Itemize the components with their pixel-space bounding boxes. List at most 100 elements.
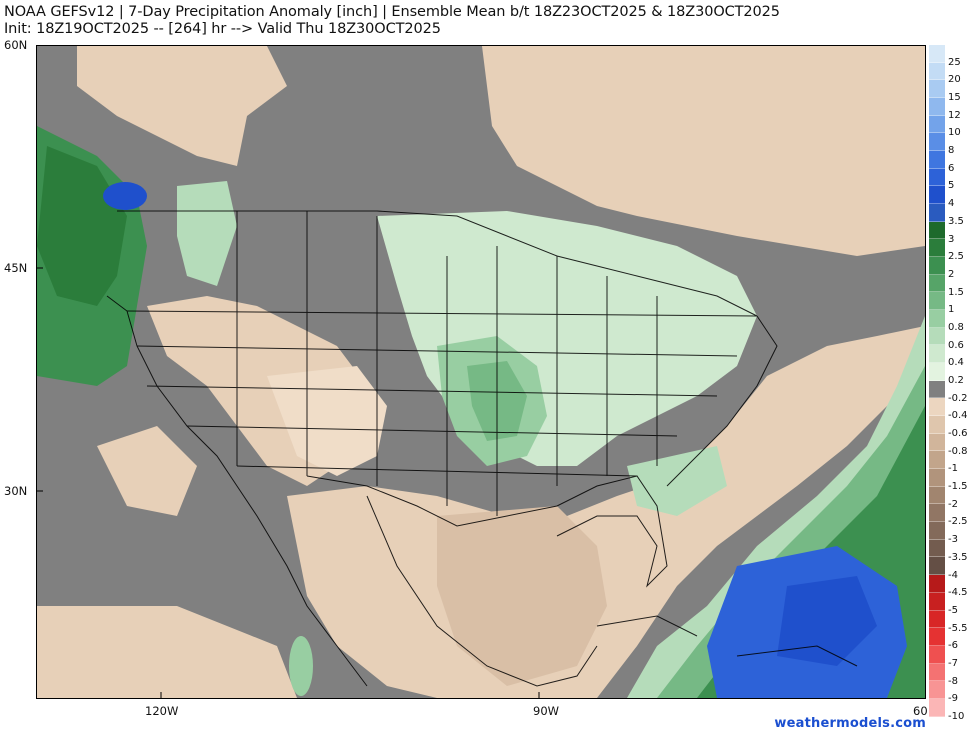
us-canada-border (117, 210, 758, 317)
colorbar-cell (929, 592, 945, 611)
wet-region-pacific-mexico (289, 636, 313, 696)
dry-anomaly-regions (37, 46, 925, 698)
colorbar-cell (929, 363, 945, 381)
colorbar-label: 10 (948, 127, 961, 139)
map-init-valid-line: Init: 18Z19OCT2025 -- [264] hr --> Valid… (4, 21, 441, 37)
colorbar-label: 0.2 (948, 375, 964, 386)
us-east-coast-line (666, 315, 778, 487)
colorbar-label: 12 (948, 109, 961, 121)
colorbar-label: -1.5 (948, 481, 968, 493)
colorbar-label: 2 (948, 268, 955, 280)
colorbar-cell (929, 98, 945, 116)
gulf-coast-line (306, 475, 668, 588)
colorbar-cell (929, 663, 945, 682)
wet-region-northern-rockies (177, 181, 237, 286)
colorbar-label: 0.4 (948, 357, 964, 369)
colorbar-label: -3 (948, 534, 958, 546)
colorbar-cell (929, 204, 945, 222)
colorbar-label: 2.5 (948, 251, 964, 263)
wet-region-pacific-northwest-core (37, 146, 127, 306)
colorbar-cell (929, 151, 945, 169)
colorbar-label: 3 (948, 233, 955, 245)
caribbean-islands (596, 615, 858, 667)
dry-region-pacific-mid (97, 426, 197, 516)
lon-label-90w: 90W (533, 704, 560, 718)
lon-label-60w: 60 (913, 704, 928, 718)
colorbar-cell (929, 469, 945, 487)
colorbar-label: -8 (948, 675, 958, 687)
lon-label-120w: 120W (145, 704, 179, 718)
colorbar-cell (929, 416, 945, 434)
colorbar-cell (929, 345, 945, 364)
colorbar-cell (929, 628, 945, 646)
map-title: NOAA GEFSv12 | 7-Day Precipitation Anoma… (4, 4, 780, 20)
colorbar-label: -4.5 (948, 587, 968, 599)
colorbar-label: 20 (948, 74, 961, 86)
colorbar-label: -0.2 (948, 392, 968, 404)
colorbar-label: -3.5 (948, 551, 968, 563)
lat-label-30n: 30N (4, 484, 28, 498)
colorbar-label: -10 (948, 711, 965, 722)
colorbar-cell (929, 486, 945, 505)
colorbar-label: 0.8 (948, 321, 964, 333)
colorbar-cell (929, 221, 945, 240)
graticule-ticks (37, 267, 540, 698)
credit-watermark: weathermodels.com (774, 716, 926, 731)
colorbar-label: -9 (948, 693, 958, 705)
colorbar-cell (929, 292, 945, 311)
colorbar-label: 4 (948, 198, 955, 210)
colorbar-label: 0.6 (948, 339, 964, 351)
colorbar-label: -2.5 (948, 516, 968, 528)
colorbar-label: 1 (948, 304, 955, 316)
colorbar-label: -0.8 (948, 445, 968, 457)
colorbar-cell (929, 186, 945, 205)
colorbar-cell (929, 645, 945, 664)
colorbar-label: 8 (948, 145, 955, 157)
colorbar-cell (929, 168, 945, 187)
colorbar-cell (929, 398, 945, 417)
anomaly-map[interactable] (36, 45, 926, 699)
colorbar (929, 45, 945, 717)
dry-region-northwest-canada (77, 46, 287, 166)
political-boundaries (106, 210, 858, 687)
lat-label-45n: 45N (4, 261, 28, 275)
dry-region-gulf-of-mexico (437, 506, 607, 686)
colorbar-cell (929, 681, 945, 699)
dry-region-pacific-south (37, 606, 297, 698)
colorbar-cell (929, 433, 945, 452)
colorbar-cell (929, 115, 945, 134)
colorbar-cell (929, 451, 945, 470)
colorbar-label: 3.5 (948, 215, 964, 227)
colorbar-cell (929, 575, 945, 593)
colorbar-cell (929, 257, 945, 275)
wet-region-caribbean-core (777, 576, 877, 666)
colorbar-cell (929, 380, 945, 399)
colorbar-label: -1 (948, 463, 958, 475)
colorbar-cell (929, 522, 945, 540)
colorbar-cell (929, 310, 945, 328)
colorbar-cell (929, 504, 945, 523)
lat-label-60n: 60N (4, 38, 28, 52)
colorbar-cell (929, 80, 945, 99)
colorbar-cell (929, 610, 945, 629)
colorbar-cell (929, 133, 945, 152)
colorbar-label: -4 (948, 569, 958, 581)
colorbar-label: 6 (948, 162, 955, 174)
wet-region-vancouver-max (103, 182, 147, 210)
dry-region-four-corners (267, 366, 387, 476)
dry-region-eastern-canada (482, 46, 925, 256)
colorbar-cell (929, 45, 945, 63)
colorbar-label: 15 (948, 92, 961, 104)
mexico-boundaries (366, 495, 598, 687)
colorbar-cell (929, 274, 945, 293)
colorbar-label: -5 (948, 604, 958, 616)
us-west-coast-line (106, 295, 368, 687)
state-lines-vertical (236, 211, 658, 516)
state-lines-horizontal (126, 310, 758, 477)
map-svg (37, 46, 925, 698)
colorbar-cell (929, 539, 945, 558)
title-block: NOAA GEFSv12 | 7-Day Precipitation Anoma… (4, 4, 904, 38)
colorbar-cell (929, 698, 945, 717)
colorbar-label: -0.6 (948, 428, 968, 440)
colorbar-label: -7 (948, 657, 958, 669)
